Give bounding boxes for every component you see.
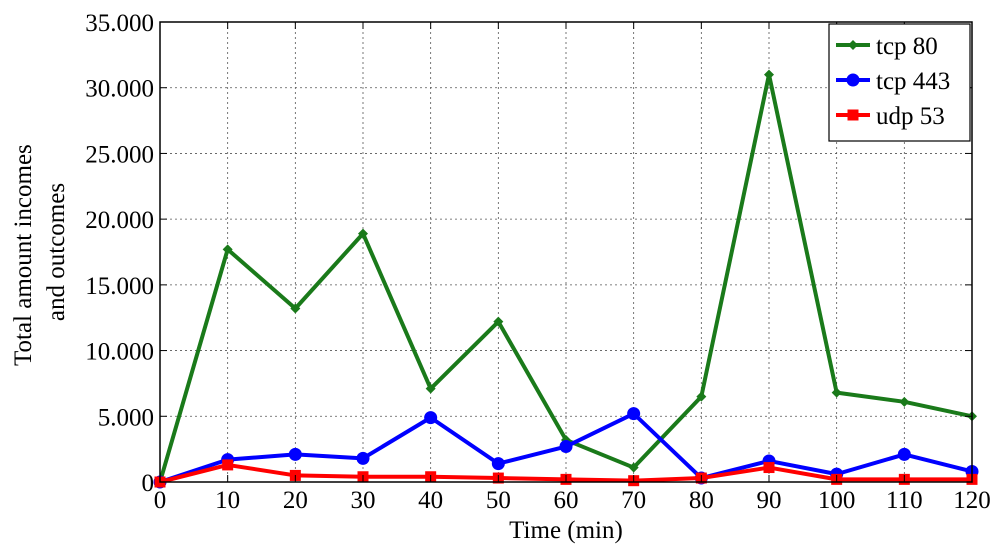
- x-tick-label: 100: [818, 487, 856, 514]
- data-point-diamond: [764, 69, 774, 80]
- legend: tcp 80 tcp 443 udp 53: [828, 23, 971, 142]
- data-point-diamond: [831, 387, 842, 398]
- data-point-circle: [846, 73, 860, 87]
- x-tick-label: 120: [953, 487, 991, 514]
- y-tick-label: 35.000: [85, 10, 154, 37]
- y-tick-label: 20.000: [85, 207, 154, 234]
- data-point-circle: [288, 447, 302, 461]
- data-point-diamond: [290, 303, 301, 314]
- x-tick-label: 110: [886, 487, 923, 514]
- series-tcp-80: [155, 69, 977, 487]
- data-point-square: [222, 459, 234, 471]
- y-tick-label: 5.000: [98, 404, 154, 431]
- legend-item: udp 53: [836, 103, 945, 130]
- y-axis-title-line-2: and outcomes: [43, 183, 70, 321]
- data-point-square: [763, 462, 775, 474]
- legend-item: tcp 80: [836, 33, 938, 60]
- data-point-circle: [424, 411, 438, 425]
- x-tick-label: 30: [351, 487, 376, 514]
- x-tick-label: 60: [554, 487, 579, 514]
- data-point-square: [847, 109, 859, 121]
- legend-label: tcp 80: [876, 33, 938, 60]
- data-point-circle: [491, 457, 505, 471]
- grid: [160, 22, 972, 482]
- y-axis-title-line-1: Total amount incomes: [10, 144, 37, 366]
- data-point-diamond: [696, 391, 707, 402]
- x-tick-label: 0: [154, 487, 167, 514]
- x-tick-label: 80: [689, 487, 714, 514]
- legend-item: tcp 443: [836, 68, 950, 95]
- data-point-diamond: [848, 40, 858, 50]
- legend-label: tcp 443: [876, 68, 950, 95]
- x-tick-label: 90: [757, 487, 782, 514]
- x-tick-label: 70: [621, 487, 646, 514]
- x-tick-label: 40: [418, 487, 443, 514]
- data-point-circle: [559, 440, 573, 454]
- y-tick-label: 15.000: [85, 273, 154, 300]
- y-axis-ticks: 0 5.000 10.000 15.000 20.000 25.000 30.000 35.0…: [85, 10, 972, 497]
- data-point-circle: [897, 447, 911, 461]
- y-tick-label: 0: [142, 470, 155, 497]
- x-tick-label: 20: [283, 487, 308, 514]
- x-tick-label: 50: [486, 487, 511, 514]
- data-point-diamond: [628, 462, 639, 473]
- y-axis-title: Total amount incomes and outcomes: [10, 138, 70, 366]
- y-tick-label: 25.000: [85, 141, 154, 168]
- data-point-diamond: [493, 316, 504, 327]
- legend-label: udp 53: [876, 103, 945, 130]
- data-point-circle: [627, 407, 641, 421]
- x-axis-title: Time (min): [509, 517, 623, 544]
- data-point-circle: [356, 451, 370, 465]
- y-tick-label: 30.000: [85, 76, 154, 103]
- x-tick-label: 10: [215, 487, 240, 514]
- data-point-diamond: [222, 244, 233, 255]
- data-point-diamond: [899, 396, 910, 407]
- y-tick-label: 10.000: [85, 339, 154, 366]
- data-point-diamond: [425, 383, 436, 394]
- data-point-diamond: [358, 228, 368, 239]
- x-axis-ticks: 0 10 20 30 40 50 60 70 80 90 100 110 120: [154, 22, 991, 514]
